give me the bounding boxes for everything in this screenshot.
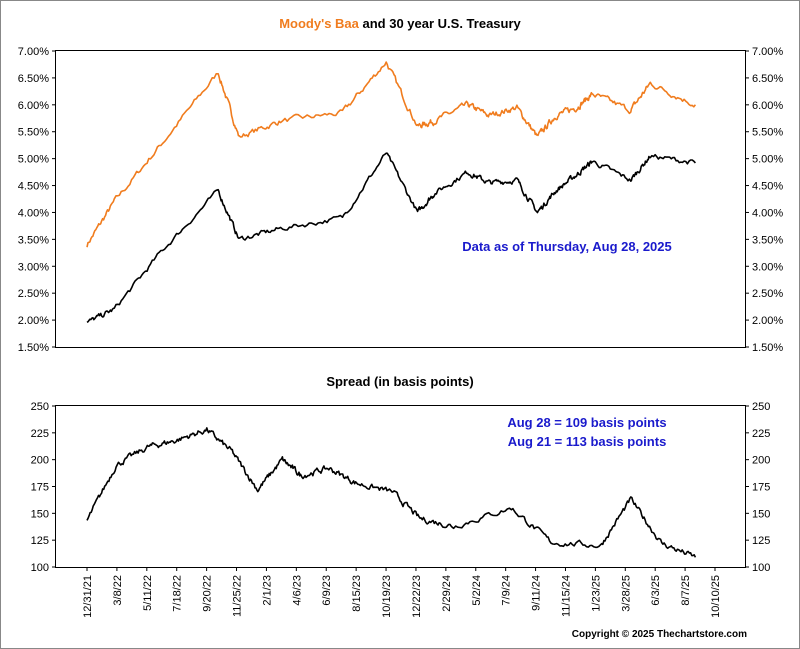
top-ytick-label-left: 7.00% bbox=[18, 46, 49, 58]
spread-ytick-label-left: 125 bbox=[31, 535, 49, 547]
spread-ytick-label-left: 250 bbox=[31, 401, 49, 413]
title-rest: and 30 year U.S. Treasury bbox=[359, 16, 522, 31]
x-tick-label: 2/1/23 bbox=[261, 575, 273, 606]
top-ytick-label-left: 5.00% bbox=[18, 154, 49, 166]
top-series-group bbox=[86, 61, 697, 323]
top-y-ticks: 1.50% 1.50% 2.00% 2.00% 2.50% 2.50% 3.00% 3.00%… bbox=[18, 46, 784, 354]
top-ytick-label-right: 1.50% bbox=[752, 342, 783, 354]
top-ytick-label-left: 2.00% bbox=[18, 315, 49, 327]
top-ytick-label-right: 4.00% bbox=[752, 207, 783, 219]
spread-ytick-label-left: 100 bbox=[31, 562, 49, 574]
spread-ytick-label-right: 100 bbox=[752, 562, 770, 574]
top-chart-title: Moody's Baa and 30 year U.S. Treasury bbox=[279, 16, 521, 31]
top-ytick-label-left: 6.50% bbox=[18, 73, 49, 85]
x-tick-label: 11/25/22 bbox=[232, 575, 244, 617]
spread-y-ticks: 100 100 125 125 150 150 175 175 200 200 225 225 250 2… bbox=[31, 401, 771, 574]
x-tick-label: 8/15/23 bbox=[351, 575, 363, 612]
top-ytick-label-left: 3.50% bbox=[18, 234, 49, 246]
x-tick-label: 2/29/24 bbox=[441, 575, 453, 612]
x-tick-label: 12/31/21 bbox=[82, 575, 94, 618]
top-plot-frame bbox=[55, 50, 746, 348]
x-tick-label: 4/6/23 bbox=[291, 575, 303, 606]
x-tick-label: 1/23/25 bbox=[590, 575, 602, 612]
top-ytick-label-left: 2.50% bbox=[18, 288, 49, 300]
data-date-annotation: Data as of Thursday, Aug 28, 2025 bbox=[462, 239, 672, 254]
top-ytick-label-right: 7.00% bbox=[752, 46, 783, 58]
x-tick-label: 12/22/23 bbox=[411, 575, 423, 618]
baa-yield-line bbox=[86, 61, 697, 248]
spread-annotation-aug28: Aug 28 = 109 basis points bbox=[507, 415, 666, 430]
top-ytick-label-right: 5.50% bbox=[752, 127, 783, 139]
x-tick-label: 7/18/22 bbox=[172, 575, 184, 612]
top-ytick-label-left: 4.50% bbox=[18, 181, 49, 193]
x-tick-label: 11/15/24 bbox=[560, 575, 572, 617]
top-ytick-label-left: 5.50% bbox=[18, 127, 49, 139]
top-ytick-label-right: 5.00% bbox=[752, 154, 783, 166]
top-ytick-label-right: 2.50% bbox=[752, 288, 783, 300]
spread-annotation-aug21: Aug 21 = 113 basis points bbox=[508, 434, 667, 449]
copyright-text: Copyright © 2025 Thechartstore.com bbox=[572, 629, 747, 640]
top-ytick-label-right: 4.50% bbox=[752, 181, 783, 193]
spread-ytick-label-right: 125 bbox=[752, 535, 770, 547]
top-ytick-label-right: 6.00% bbox=[752, 100, 783, 112]
x-tick-label: 9/11/24 bbox=[531, 575, 543, 611]
spread-chart-title: Spread (in basis points) bbox=[326, 374, 473, 389]
spread-ytick-label-left: 150 bbox=[31, 508, 49, 520]
x-axis-labels: 12/31/21 3/8/22 5/11/22 7/18/22 9/20/22 11/25… bbox=[82, 567, 722, 618]
x-tick-label: 9/20/22 bbox=[202, 575, 214, 612]
spread-series-group bbox=[86, 427, 697, 558]
spread-ytick-label-right: 150 bbox=[752, 508, 770, 520]
treasury-yield-line bbox=[86, 152, 696, 323]
x-tick-label: 6/3/25 bbox=[650, 575, 662, 606]
top-ytick-label-right: 2.00% bbox=[752, 315, 783, 327]
x-tick-label: 8/7/25 bbox=[680, 575, 692, 606]
spread-ytick-label-right: 175 bbox=[752, 482, 770, 494]
x-tick-label: 5/11/22 bbox=[142, 575, 154, 611]
title-highlight: Moody's Baa bbox=[279, 16, 359, 31]
spread-ytick-label-left: 225 bbox=[31, 428, 49, 440]
top-ytick-label-left: 6.00% bbox=[18, 100, 49, 112]
top-ytick-label-right: 3.00% bbox=[752, 261, 783, 273]
x-tick-label: 3/8/22 bbox=[112, 575, 124, 606]
spread-line bbox=[86, 427, 697, 558]
x-tick-label: 10/19/23 bbox=[381, 575, 393, 618]
top-ytick-label-right: 6.50% bbox=[752, 73, 783, 85]
top-ytick-label-left: 3.00% bbox=[18, 261, 49, 273]
x-tick-label: 3/28/25 bbox=[620, 575, 632, 612]
spread-ytick-label-right: 225 bbox=[752, 428, 770, 440]
x-tick-label: 7/9/24 bbox=[501, 575, 513, 606]
x-tick-label: 6/9/23 bbox=[321, 575, 333, 606]
spread-ytick-label-left: 175 bbox=[31, 482, 49, 494]
top-ytick-label-left: 4.00% bbox=[18, 207, 49, 219]
top-ytick-label-right: 3.50% bbox=[752, 234, 783, 246]
spread-ytick-label-right: 250 bbox=[752, 401, 770, 413]
top-ytick-label-left: 1.50% bbox=[18, 342, 49, 354]
spread-ytick-label-right: 200 bbox=[752, 455, 770, 467]
spread-ytick-label-left: 200 bbox=[31, 455, 49, 467]
x-tick-label: 5/2/24 bbox=[471, 575, 483, 606]
x-tick-label: 10/10/25 bbox=[710, 575, 722, 618]
